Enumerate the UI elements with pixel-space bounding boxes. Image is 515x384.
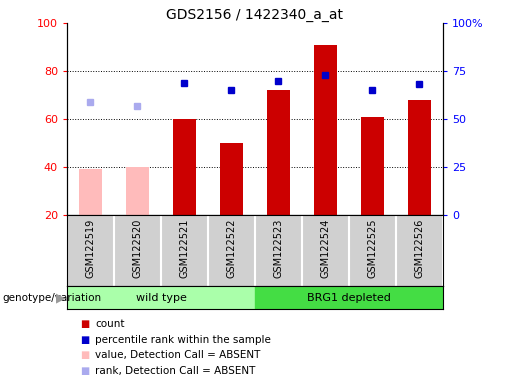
- Text: genotype/variation: genotype/variation: [3, 293, 101, 303]
- Text: ■: ■: [80, 366, 89, 376]
- Text: wild type: wild type: [135, 293, 186, 303]
- Text: rank, Detection Call = ABSENT: rank, Detection Call = ABSENT: [95, 366, 255, 376]
- Text: ■: ■: [80, 319, 89, 329]
- Bar: [173, 119, 196, 215]
- Bar: [267, 90, 290, 215]
- Text: GSM122522: GSM122522: [227, 218, 236, 278]
- Text: GSM122520: GSM122520: [132, 218, 143, 278]
- Text: GSM122519: GSM122519: [85, 218, 95, 278]
- Bar: [314, 45, 337, 215]
- Bar: [67, 286, 255, 309]
- Text: count: count: [95, 319, 125, 329]
- Title: GDS2156 / 1422340_a_at: GDS2156 / 1422340_a_at: [166, 8, 344, 22]
- Text: ■: ■: [80, 335, 89, 345]
- Bar: [255, 286, 443, 309]
- Bar: [220, 143, 243, 215]
- Text: GSM122526: GSM122526: [415, 218, 424, 278]
- Text: BRG1 depleted: BRG1 depleted: [307, 293, 391, 303]
- Text: value, Detection Call = ABSENT: value, Detection Call = ABSENT: [95, 350, 261, 360]
- Bar: [408, 100, 431, 215]
- Text: GSM122521: GSM122521: [179, 218, 190, 278]
- Text: percentile rank within the sample: percentile rank within the sample: [95, 335, 271, 345]
- Text: GSM122525: GSM122525: [367, 218, 377, 278]
- Text: GSM122524: GSM122524: [320, 218, 331, 278]
- Bar: [126, 167, 149, 215]
- Bar: [79, 169, 102, 215]
- Bar: [360, 117, 384, 215]
- Text: GSM122523: GSM122523: [273, 218, 283, 278]
- Text: ▶: ▶: [56, 291, 66, 305]
- Text: ■: ■: [80, 350, 89, 360]
